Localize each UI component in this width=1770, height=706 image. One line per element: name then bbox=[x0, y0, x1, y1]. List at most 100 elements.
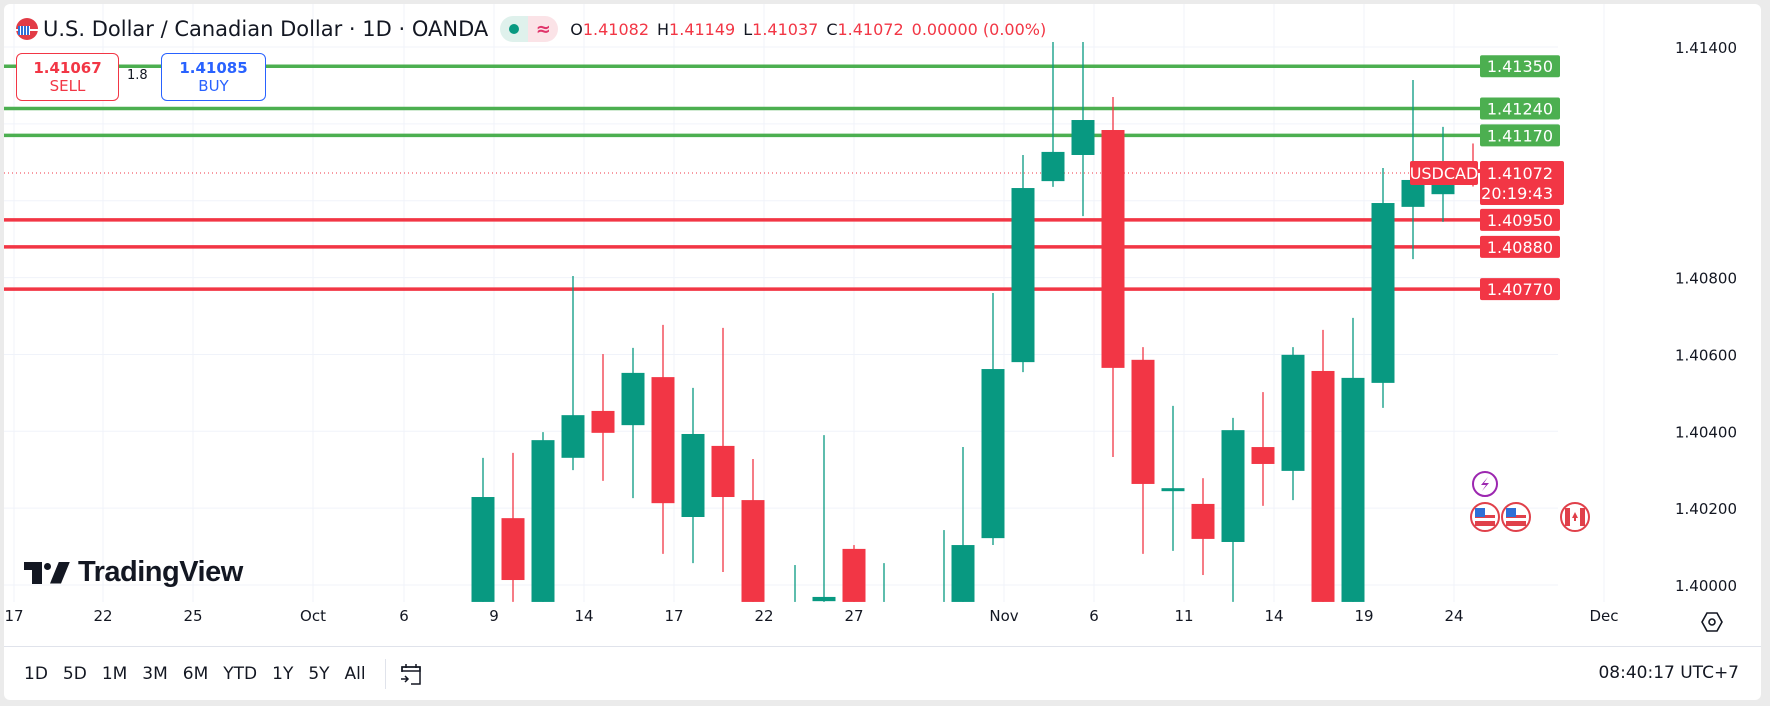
candles[interactable] bbox=[471, 42, 1485, 602]
candle[interactable] bbox=[1101, 96, 1125, 458]
candlestick-chart[interactable]: 1.41400 1.40800 1.40600 1.40400 1.40200 1.400… bbox=[4, 4, 1761, 700]
price-tick: 1.40000 bbox=[1675, 577, 1737, 595]
time-axis[interactable]: 17 22 25 Oct 6 9 14 17 22 27 Nov 6 11 14 19 24 Dec bbox=[4, 607, 1618, 625]
timeframe-all[interactable]: All bbox=[344, 664, 366, 684]
timeframe-5y[interactable]: 5Y bbox=[308, 664, 330, 684]
ohlc-legend: O1.41082 H1.41149 L1.41037 C1.41072 0.00000 … bbox=[570, 20, 1054, 39]
candle[interactable] bbox=[1251, 392, 1275, 506]
candle[interactable] bbox=[1371, 168, 1395, 408]
open-label: O bbox=[570, 19, 583, 39]
sell-button[interactable]: 1.41067 SELL bbox=[16, 53, 119, 101]
market-open-dot-icon bbox=[509, 24, 520, 34]
timeframe-ytd[interactable]: YTD bbox=[223, 664, 258, 684]
candle[interactable] bbox=[561, 276, 585, 471]
price-tick: 1.40800 bbox=[1675, 270, 1737, 288]
chart-panel: 1.41400 1.40800 1.40600 1.40400 1.40200 1.400… bbox=[4, 4, 1761, 700]
svg-text:1.41350: 1.41350 bbox=[1487, 57, 1553, 76]
timeframe-1d[interactable]: 1D bbox=[24, 664, 48, 684]
low-value: 1.41037 bbox=[752, 19, 819, 39]
clock-timezone[interactable]: 08:40:17 UTC+7 bbox=[1598, 663, 1739, 683]
timeframe-1m[interactable]: 1M bbox=[101, 664, 128, 684]
sell-price: 1.41067 bbox=[33, 59, 102, 77]
candle[interactable] bbox=[621, 347, 645, 499]
time-tick: 22 bbox=[754, 607, 773, 625]
candle[interactable] bbox=[531, 432, 555, 602]
candle[interactable] bbox=[741, 458, 765, 602]
candle[interactable] bbox=[1191, 478, 1215, 576]
timeframe-6m[interactable]: 6M bbox=[182, 664, 209, 684]
timeframe-toolbar: 1D 5D 1M 3M 6M YTD 1Y 5Y All bbox=[24, 656, 424, 692]
candle[interactable] bbox=[471, 457, 495, 602]
candle[interactable] bbox=[591, 354, 615, 481]
candle[interactable] bbox=[1041, 42, 1065, 187]
price-tick: 1.40200 bbox=[1675, 500, 1737, 518]
open-value: 1.41082 bbox=[582, 19, 650, 39]
timeframe-5d[interactable]: 5D bbox=[62, 664, 87, 684]
buy-price: 1.41085 bbox=[179, 59, 248, 77]
close-value: 1.41072 bbox=[837, 19, 904, 39]
price-axis[interactable]: 1.41400 1.40800 1.40600 1.40400 1.40200 1.400… bbox=[1410, 39, 1737, 595]
timeframe-3m[interactable]: 3M bbox=[142, 664, 168, 684]
candle[interactable] bbox=[812, 435, 836, 602]
candle[interactable] bbox=[842, 545, 866, 602]
close-label: C bbox=[826, 19, 838, 39]
event-markers[interactable] bbox=[1470, 471, 1590, 532]
chart-header: U.S. Dollar / Canadian Dollar · 1D · OAN… bbox=[16, 14, 1054, 44]
toolbar-separator bbox=[384, 659, 386, 689]
candle[interactable] bbox=[1311, 329, 1335, 602]
spread-value: 1.8 bbox=[127, 68, 148, 83]
time-tick: Nov bbox=[989, 607, 1018, 625]
tradingview-logo[interactable]: TradingView bbox=[24, 556, 243, 589]
resistance-price-badge bbox=[1480, 97, 1560, 120]
time-tick: 6 bbox=[399, 607, 409, 625]
tradingview-logo-icon bbox=[24, 561, 70, 584]
candle[interactable] bbox=[1161, 405, 1185, 551]
time-tick: Oct bbox=[300, 607, 326, 625]
candle[interactable] bbox=[1341, 317, 1365, 602]
high-label: H bbox=[657, 19, 670, 39]
last-price-badge bbox=[1480, 161, 1564, 206]
timeframe-1y[interactable]: 1Y bbox=[272, 664, 294, 684]
time-tick: 19 bbox=[1354, 607, 1373, 625]
logo-text: TradingView bbox=[78, 556, 243, 588]
candle[interactable] bbox=[1281, 347, 1305, 501]
symbol-tag bbox=[1410, 161, 1478, 186]
horizontal-levels[interactable] bbox=[4, 64, 1480, 291]
low-label: L bbox=[743, 19, 753, 39]
candle[interactable] bbox=[981, 292, 1005, 546]
buy-label: BUY bbox=[198, 77, 229, 95]
time-tick: 17 bbox=[664, 607, 683, 625]
toolbar-divider bbox=[4, 646, 1761, 647]
candle[interactable] bbox=[951, 447, 975, 602]
svg-text:1.40770: 1.40770 bbox=[1487, 280, 1553, 299]
candle[interactable] bbox=[1071, 42, 1095, 217]
candle[interactable] bbox=[681, 387, 705, 564]
candle[interactable] bbox=[1131, 347, 1155, 554]
market-status-pill[interactable]: ≈ bbox=[500, 16, 559, 42]
time-tick: 17 bbox=[4, 607, 23, 625]
symbol-title[interactable]: U.S. Dollar / Canadian Dollar · 1D · OAN… bbox=[43, 17, 489, 41]
calendar-goto-icon[interactable] bbox=[398, 661, 424, 687]
resistance-price-badge bbox=[1480, 124, 1560, 147]
price-tick: 1.40400 bbox=[1675, 423, 1737, 441]
svg-text:20:19:43: 20:19:43 bbox=[1481, 184, 1553, 203]
price-tick: 1.40600 bbox=[1675, 346, 1737, 364]
candle[interactable] bbox=[1011, 154, 1035, 373]
support-price-badge bbox=[1480, 235, 1560, 258]
buy-button[interactable]: 1.41085 BUY bbox=[161, 53, 266, 101]
candle[interactable] bbox=[1221, 417, 1245, 602]
time-tick: 14 bbox=[1264, 607, 1283, 625]
approx-icon: ≈ bbox=[528, 16, 559, 42]
svg-text:1.41072: 1.41072 bbox=[1487, 164, 1553, 183]
candle[interactable] bbox=[501, 452, 525, 602]
time-tick: 9 bbox=[489, 607, 499, 625]
candle[interactable] bbox=[651, 324, 675, 554]
high-value: 1.41149 bbox=[669, 19, 736, 39]
time-tick: Dec bbox=[1589, 607, 1618, 625]
resistance-price-badge bbox=[1480, 55, 1560, 78]
axis-settings-icon[interactable] bbox=[1700, 610, 1724, 634]
candle[interactable] bbox=[711, 327, 735, 572]
svg-text:USDCAD: USDCAD bbox=[1410, 164, 1479, 183]
support-price-badge bbox=[1480, 278, 1560, 301]
price-tick: 1.41400 bbox=[1675, 39, 1737, 57]
